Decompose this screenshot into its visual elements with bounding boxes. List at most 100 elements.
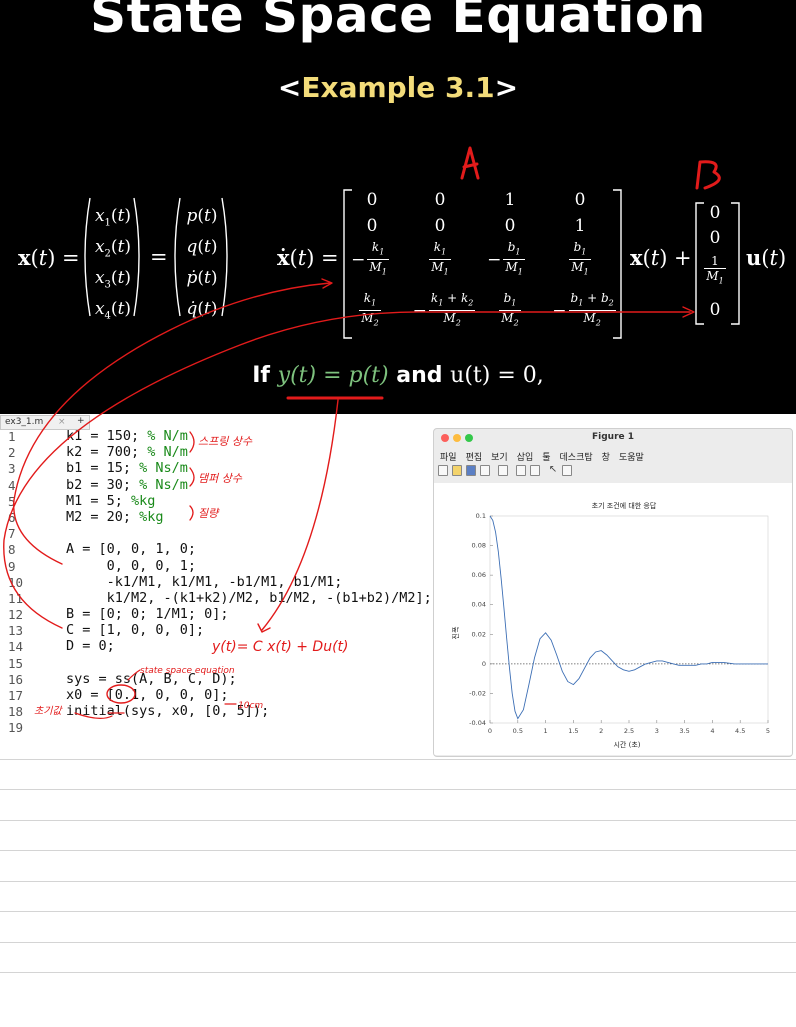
code-statement: -k1/M1, k1/M1, -b1/M1, b1/M1; [66, 573, 343, 590]
zoom-tool-icon[interactable] [498, 465, 508, 476]
print-icon[interactable] [480, 465, 490, 476]
colorbar-icon[interactable] [516, 465, 526, 476]
code-statement: sys = ss(A, B, C, D); [66, 670, 237, 687]
code-text[interactable]: k2 = 700; % N/m [66, 444, 188, 460]
code-statement: 0, 0, 0, 1; [66, 557, 197, 574]
new-figure-icon[interactable] [438, 465, 448, 476]
code-text[interactable]: M1 = 5; %kg [66, 493, 155, 509]
mass-note: 질량 [198, 507, 220, 520]
add-tab-icon[interactable]: + [77, 416, 85, 426]
property-editor-icon[interactable] [562, 465, 572, 476]
code-line[interactable]: 15 [0, 655, 430, 671]
code-statement: k1 = 150; [66, 428, 148, 444]
close-window-icon[interactable] [441, 434, 449, 442]
code-line[interactable]: 3 b1 = 15; % Ns/m [0, 460, 430, 476]
line-number: 19 [8, 720, 24, 736]
arrow-b-head [682, 306, 695, 318]
code-line[interactable]: 18 initial(sys, x0, [0, 5]); [0, 703, 430, 719]
code-line[interactable]: 9 0, 0, 0, 1; [0, 558, 430, 574]
code-text[interactable]: k1/M2, -(k1+k2)/M2, b1/M2, -(b1+b2)/M2]; [66, 590, 430, 606]
line-number: 7 [8, 526, 16, 542]
label-a-strokes [460, 146, 480, 180]
code-text[interactable]: k1 = 150; % N/m [66, 428, 188, 444]
figure-menu-item[interactable]: 툴 [542, 453, 551, 463]
line-number: 3 [8, 461, 16, 477]
code-text[interactable]: C = [1, 0, 0, 0]; [66, 622, 204, 638]
code-line[interactable]: 19 [0, 719, 430, 735]
lecture-slide: State Space Equation <Example 3.1> x(t) … [0, 0, 796, 414]
line-number: 13 [8, 623, 24, 639]
condition-input-zero: u(t) = 0, [450, 363, 544, 388]
legend-icon[interactable] [530, 465, 540, 476]
code-text[interactable]: B = [0; 0; 1/M1; 0]; [66, 606, 229, 622]
y-tick-label: 0.1 [476, 512, 486, 520]
y-tick-label: 0.06 [472, 571, 486, 579]
code-line[interactable]: 5 M1 = 5; %kg [0, 493, 430, 509]
figure-menu-item[interactable]: 파일 [440, 453, 457, 463]
code-text[interactable]: sys = ss(A, B, C, D); [66, 671, 237, 687]
open-file-icon[interactable] [452, 465, 462, 476]
line-number: 4 [8, 477, 16, 493]
figure-window: Figure 1 파일 편집 보기 삽입 툴 데스크탑 창 도움말 ↖ 초기 조건에 대한 응… [433, 428, 793, 757]
code-line[interactable]: 6 M2 = 20; %kg [0, 509, 430, 525]
code-area[interactable]: 1 k1 = 150; % N/m 2 k2 = 700; % N/m 3 b1 = 15… [0, 428, 430, 736]
code-text[interactable]: initial(sys, x0, [0, 5]); [66, 703, 269, 719]
code-statement: A = [0, 0, 1, 0; [66, 541, 197, 558]
save-icon[interactable] [466, 465, 476, 476]
arrow-a [13, 282, 331, 565]
code-line[interactable]: 1 k1 = 150; % N/m [0, 428, 430, 444]
code-line[interactable]: 14 D = 0; [0, 638, 430, 654]
code-line[interactable]: 8 A = [0, 0, 1, 0; [0, 541, 430, 557]
code-text[interactable]: M2 = 20; %kg [66, 509, 164, 525]
minimize-window-icon[interactable] [453, 434, 461, 442]
subtitle-close-bracket: > [494, 71, 519, 104]
x-tick-label: 4.5 [735, 727, 745, 735]
y-tick-label: -0.02 [469, 689, 486, 697]
close-tab-icon[interactable]: × [58, 417, 66, 427]
figure-menu-item[interactable]: 삽입 [516, 453, 534, 463]
figure-menu-item[interactable]: 도움말 [618, 453, 644, 463]
code-text[interactable]: 0, 0, 0, 1; [66, 558, 196, 574]
code-line[interactable]: 17 x0 = [0.1, 0, 0, 0]; [0, 687, 430, 703]
code-text[interactable]: -k1/M1, k1/M1, -b1/M1, b1/M1; [66, 573, 343, 590]
code-line[interactable]: 2 k2 = 700; % N/m [0, 444, 430, 460]
arrow-a-head [321, 278, 333, 289]
y-tick-label: -0.04 [469, 719, 486, 727]
line-number: 9 [8, 558, 16, 574]
code-text[interactable]: b1 = 15; % Ns/m [66, 460, 188, 476]
pointer-icon[interactable]: ↖ [548, 464, 558, 475]
note-line [0, 789, 796, 790]
code-line[interactable]: 12 B = [0; 0; 1/M1; 0]; [0, 606, 430, 622]
damper-note: 댐퍼 상수 [198, 472, 243, 485]
line-number: 6 [8, 509, 16, 525]
figure-menu-item[interactable]: 창 [601, 453, 610, 463]
spring-note: 스프링 상수 [198, 435, 253, 448]
code-statement: M1 = 5; [66, 492, 132, 509]
line-number: 12 [8, 607, 24, 623]
figure-menu-item[interactable]: 편집 [465, 453, 483, 463]
figure-menu-item[interactable]: 보기 [491, 453, 508, 463]
x-tick-label: 1 [544, 727, 548, 735]
code-line[interactable]: 16 sys = ss(A, B, C, D); [0, 671, 430, 687]
figure-title: Figure 1 [591, 432, 635, 442]
figure-menu-item[interactable]: 데스크탑 [559, 453, 593, 463]
code-text[interactable]: x0 = [0.1, 0, 0, 0]; [66, 687, 229, 703]
code-line[interactable]: 10 -k1/M1, k1/M1, -b1/M1, b1/M1; [0, 574, 430, 590]
zoom-window-icon[interactable] [465, 434, 473, 442]
condition-output-equation: y(t) = p(t) [277, 363, 389, 388]
code-text[interactable]: A = [0, 0, 1, 0; [66, 541, 196, 557]
code-line[interactable]: 11 k1/M2, -(k1+k2)/M2, b1/M2, -(b1+b2)/M… [0, 590, 430, 606]
ss-note: state space equation [140, 666, 235, 676]
code-text[interactable]: D = 0; [66, 638, 115, 654]
line-number: 1 [8, 429, 16, 444]
line-number: 15 [8, 655, 24, 671]
code-line[interactable]: 4 b2 = 30; % Ns/m [0, 477, 430, 493]
line-number: 14 [8, 639, 24, 655]
line-number: 17 [8, 688, 24, 703]
code-text[interactable]: b2 = 30; % Ns/m [66, 477, 188, 493]
matlab-editor: ex3_1.m × + 1 k1 = 150; % N/m 2 k2 = 700; %… [0, 414, 430, 759]
subtitle-open-bracket: < [277, 71, 302, 104]
code-line[interactable]: 7 [0, 525, 430, 541]
code-line[interactable]: 13 C = [1, 0, 0, 0]; [0, 622, 430, 638]
